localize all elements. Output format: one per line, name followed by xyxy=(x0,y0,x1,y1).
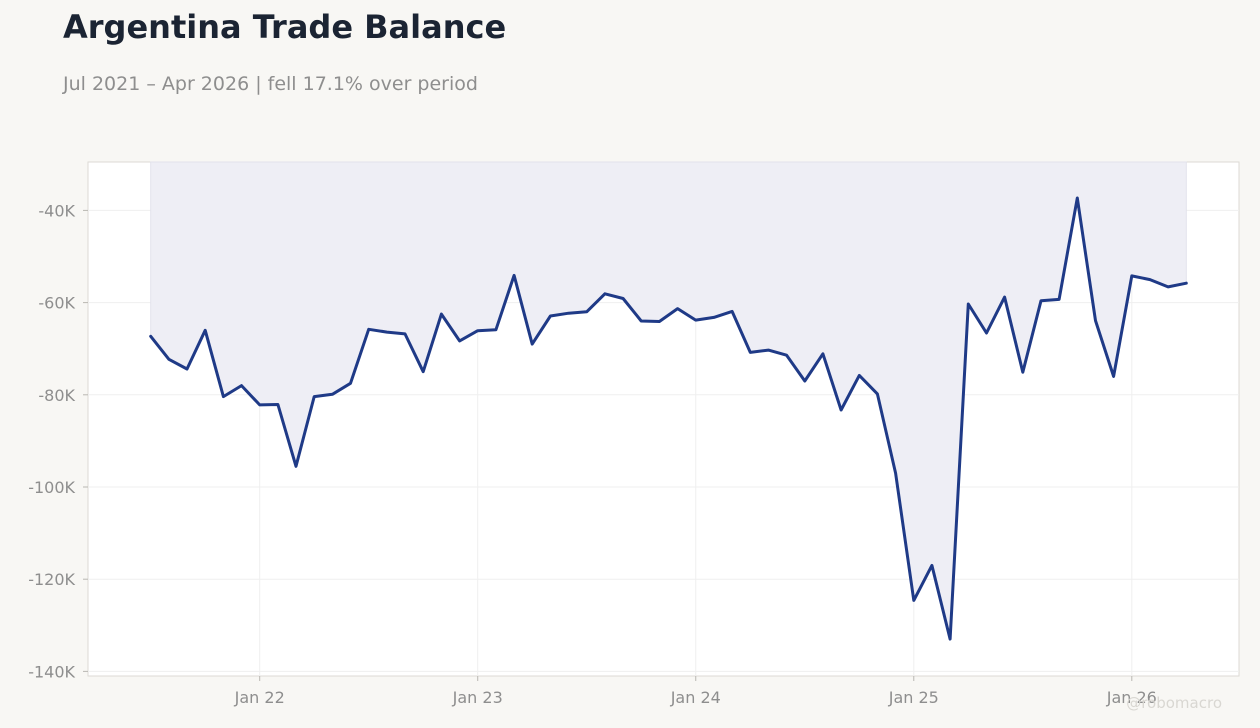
data-point xyxy=(821,352,825,356)
data-point xyxy=(330,392,334,396)
data-point xyxy=(639,319,643,323)
data-point xyxy=(985,331,989,335)
data-point xyxy=(621,297,625,301)
data-point xyxy=(294,464,298,468)
data-point xyxy=(694,318,698,322)
data-point xyxy=(240,384,244,388)
data-point xyxy=(912,598,916,602)
data-point xyxy=(875,392,879,396)
chart-title: Argentina Trade Balance xyxy=(63,8,507,46)
data-point xyxy=(585,310,589,314)
data-point xyxy=(203,328,207,332)
data-point xyxy=(494,328,498,332)
y-tick-label: -100K xyxy=(28,478,75,497)
series-line xyxy=(149,196,1188,641)
watermark: @robomacro xyxy=(1126,694,1222,712)
data-point xyxy=(857,373,861,377)
data-point xyxy=(221,395,225,399)
x-tick-label: Jan 25 xyxy=(888,688,939,707)
data-point xyxy=(1003,295,1007,299)
data-point xyxy=(966,302,970,306)
data-point xyxy=(785,353,789,357)
data-point xyxy=(258,403,262,407)
data-point xyxy=(803,379,807,383)
chart-subtitle: Jul 2021 – Apr 2026 | fell 17.1% over pe… xyxy=(63,73,478,95)
y-tick-label: -140K xyxy=(28,662,75,681)
data-point xyxy=(712,315,716,319)
data-point xyxy=(766,348,770,352)
data-point xyxy=(1148,278,1152,282)
y-tick-label: -80K xyxy=(38,386,75,405)
y-tick-label: -60K xyxy=(38,294,75,313)
data-point xyxy=(512,273,516,277)
data-point xyxy=(1112,374,1116,378)
data-point xyxy=(1057,297,1061,301)
data-point xyxy=(149,334,153,338)
data-point xyxy=(894,471,898,475)
data-point xyxy=(1039,299,1043,303)
data-point xyxy=(676,307,680,311)
data-point xyxy=(349,381,353,385)
x-tick-label: Jan 26 xyxy=(1106,688,1157,707)
data-point xyxy=(276,403,280,407)
data-point xyxy=(1094,319,1098,323)
data-point xyxy=(185,367,189,371)
data-point xyxy=(530,342,534,346)
data-point xyxy=(567,311,571,315)
data-point xyxy=(1075,196,1079,200)
data-point xyxy=(1130,274,1134,278)
data-point xyxy=(312,395,316,399)
data-point xyxy=(603,292,607,296)
data-point xyxy=(548,314,552,318)
data-point xyxy=(167,357,171,361)
x-tick-label: Jan 22 xyxy=(234,688,285,707)
y-tick-label: -120K xyxy=(28,570,75,589)
data-point xyxy=(1021,370,1025,374)
data-point xyxy=(1166,285,1170,289)
data-point xyxy=(730,309,734,313)
data-point xyxy=(839,408,843,412)
data-point xyxy=(476,329,480,333)
x-tick-label: Jan 23 xyxy=(452,688,503,707)
y-tick-label: -40K xyxy=(38,201,75,220)
data-point xyxy=(421,370,425,374)
data-point xyxy=(458,339,462,343)
data-point xyxy=(403,332,407,336)
data-point xyxy=(657,320,661,324)
data-point xyxy=(439,312,443,316)
data-point xyxy=(385,330,389,334)
data-point xyxy=(1184,281,1188,285)
axes: -40K -60K -80K -100K -120K -140K Jan 22 Jan 23 J… xyxy=(28,201,1157,707)
x-tick-label: Jan 24 xyxy=(670,688,721,707)
data-point xyxy=(367,327,371,331)
data-point xyxy=(948,637,952,641)
data-point xyxy=(748,350,752,354)
data-point xyxy=(930,563,934,567)
